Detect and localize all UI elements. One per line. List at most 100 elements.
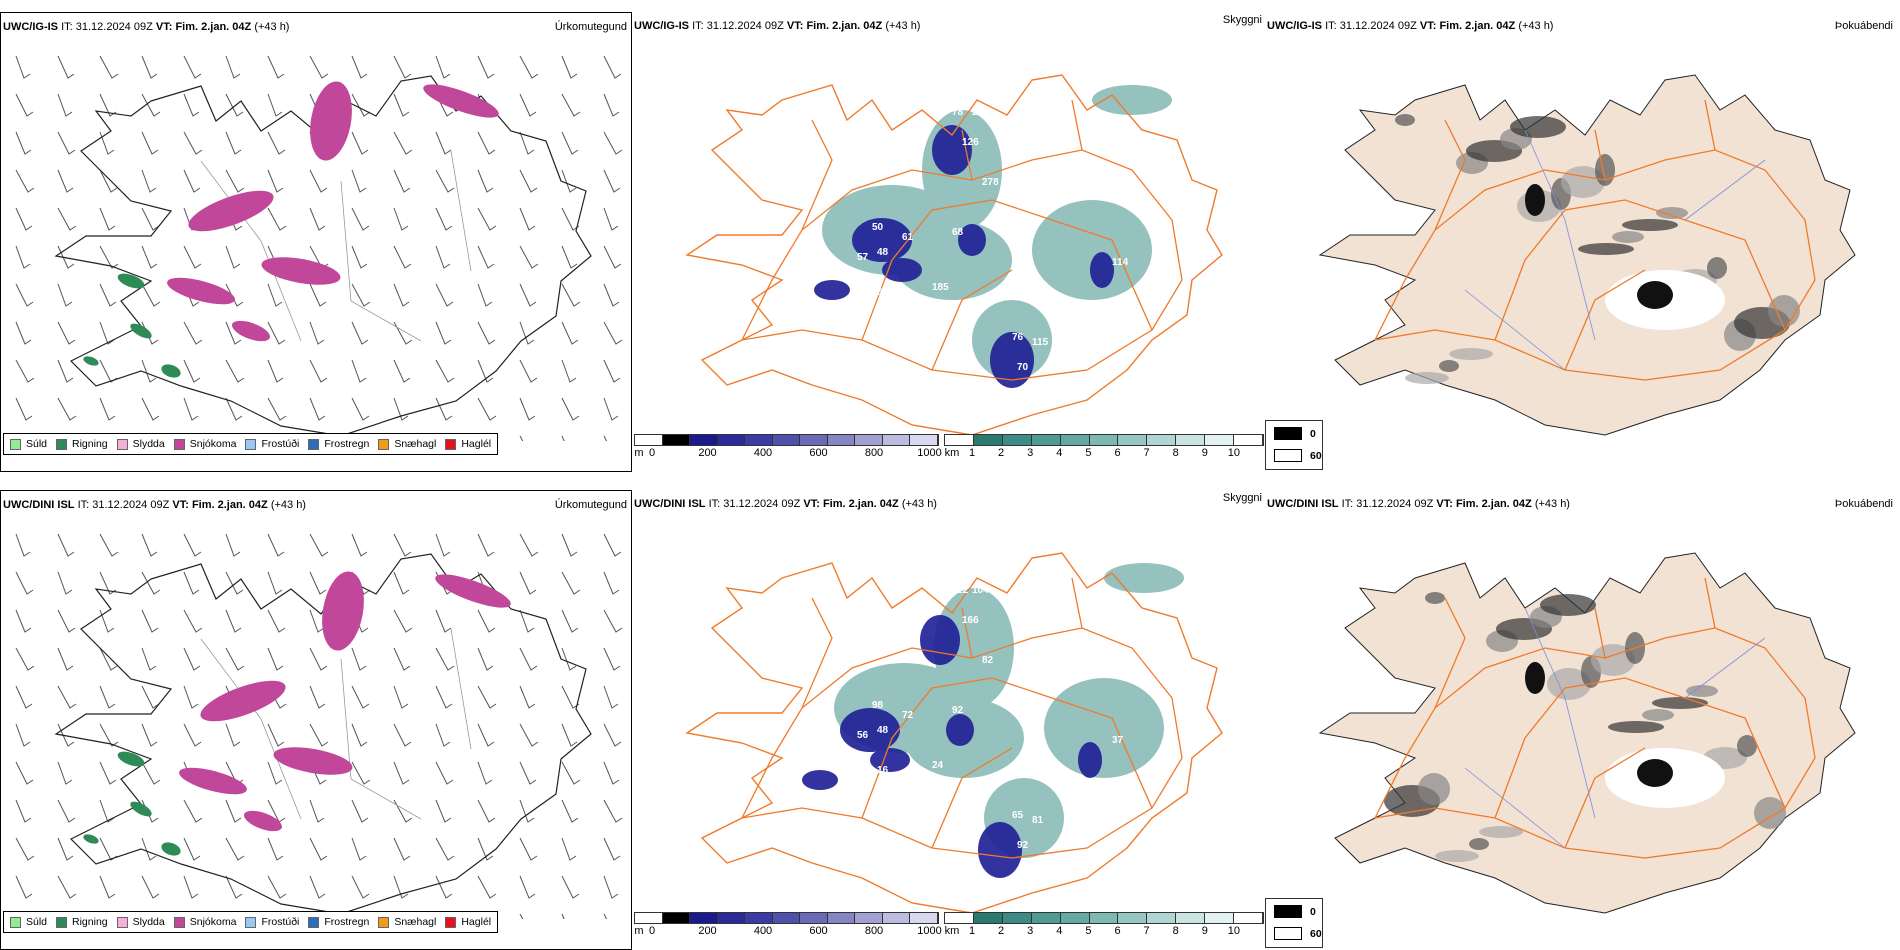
wind-barb: [603, 131, 623, 155]
wind-barb: [435, 761, 454, 785]
colorbar-tick: 1: [968, 925, 976, 937]
panel-title: Þokuábendi: [1834, 20, 1893, 32]
wind-barb: [561, 245, 578, 269]
fog-key-label: 0: [1310, 427, 1316, 440]
colorbar-tick: 1000: [917, 447, 942, 459]
wind-barb: [561, 723, 578, 747]
fog-index-panel: UWC/IG-IS IT: 31.12.2024 09Z VT: Fim. 2.…: [1265, 12, 1897, 472]
wind-barb: [183, 245, 202, 269]
wind-barb: [393, 875, 409, 899]
wind-barb: [309, 723, 329, 747]
wind-barb: [15, 397, 33, 421]
snow-area: [179, 767, 247, 795]
wind-barb: [435, 131, 452, 155]
wind-barb: [225, 169, 245, 193]
wind-barb: [519, 397, 536, 421]
legend-swatch: [10, 916, 21, 928]
wind-barb: [267, 837, 284, 861]
header-model: UWC/DINI ISL: [634, 498, 706, 510]
fog-shading: [1642, 709, 1674, 721]
wind-barb: [519, 55, 539, 79]
forecast-row-2: UWC/DINI ISL IT: 31.12.2024 09Z VT: Fim.…: [0, 490, 1900, 950]
wind-barb: [141, 397, 160, 421]
wind-barb: [603, 359, 621, 383]
wind-barb: [267, 761, 283, 785]
low-visibility-area: [1104, 563, 1184, 593]
colorbar-cell: [1147, 435, 1177, 445]
wind-barb: [435, 397, 453, 421]
wind-barb: [99, 533, 119, 557]
wind-barb: [225, 533, 241, 557]
wind-barb: [477, 761, 493, 785]
legend-item: Haglél: [445, 916, 491, 928]
header-it-label: IT:: [1341, 498, 1354, 510]
cloud-base-label: 81: [1032, 815, 1044, 826]
wind-barb: [351, 533, 368, 557]
snow-area: [232, 320, 270, 342]
legend-swatch: [116, 916, 128, 928]
wind-barb: [225, 647, 245, 671]
cloud-base-label: 48: [877, 247, 889, 258]
colorbar-tick: 5: [1085, 925, 1092, 937]
wind-barb: [561, 533, 578, 557]
wind-barb: [393, 647, 411, 671]
colorbar-cell: [945, 913, 974, 923]
colorbar-cell: [690, 913, 718, 923]
wind-barb: [477, 245, 495, 269]
header-vt-label: VT: Fim. 2.jan. 04Z: [172, 499, 268, 511]
fog-key-swatch: [1274, 905, 1302, 918]
colorbar-cell: [1176, 913, 1206, 923]
colorbar-cell: [855, 913, 883, 923]
header-it: 31.12.2024 09Z: [1356, 498, 1434, 510]
wind-barb: [603, 761, 620, 785]
legend-label: Snjókoma: [189, 438, 237, 450]
wind-barb: [309, 169, 328, 193]
wind-barb: [267, 723, 285, 747]
header-lead: (+43 h): [1518, 20, 1554, 32]
cloud-base-area: [958, 224, 986, 256]
snow-area: [322, 571, 364, 651]
wind-barb: [99, 609, 115, 633]
cloud-base-label: 65: [1012, 810, 1024, 821]
header-model: UWC/DINI ISL: [1267, 498, 1339, 510]
fog-key-swatch: [1274, 449, 1302, 462]
wind-barb: [57, 647, 74, 671]
legend-label: Frostregn: [324, 916, 370, 928]
wind-barb: [477, 723, 495, 747]
wind-barb: [351, 321, 369, 345]
wind-barb: [57, 245, 75, 269]
legend-item: Rigning: [56, 916, 108, 928]
elevation-colorbar: m 0 200 400 600 800 1000: [634, 434, 942, 470]
precip-type-panel: UWC/IG-IS IT: 31.12.2024 09Z VT: Fim. 2.…: [0, 12, 632, 472]
wind-barb: [603, 571, 620, 595]
wind-barb: [519, 283, 537, 307]
fog-shading: [1595, 154, 1615, 186]
cloud-base-label: 24: [932, 760, 944, 771]
colorbar-tick: 7: [1143, 925, 1150, 937]
wind-barb: [15, 609, 32, 633]
cloud-base-area: [870, 748, 910, 772]
wind-barb: [519, 761, 537, 785]
cloud-base-label: 73: [977, 397, 989, 408]
colorbar-cell: [882, 435, 911, 445]
fog-shading: [1425, 592, 1445, 604]
legend-swatch: [445, 916, 457, 928]
wind-barb: [603, 723, 622, 747]
fog-shading: [1395, 114, 1415, 126]
wind-barb: [603, 875, 619, 899]
fog-key-swatch: [1274, 927, 1302, 940]
wind-barb: [309, 321, 325, 345]
wind-barb: [99, 647, 118, 671]
wind-barb: [57, 397, 77, 421]
wind-barb: [267, 609, 286, 633]
cloud-base-label: 16: [792, 177, 804, 188]
legend-swatch: [378, 438, 390, 450]
header-vt-label: VT: Fim. 2.jan. 04Z: [1436, 498, 1532, 510]
colorbar-tick: 4: [1056, 925, 1063, 937]
wind-barb: [309, 571, 327, 595]
wind-barb: [603, 283, 620, 307]
colorbar-tick: 1000: [917, 925, 942, 937]
rain-area: [161, 842, 181, 856]
wind-barb: [351, 207, 370, 231]
cloud-base-label: 37: [1112, 735, 1124, 746]
